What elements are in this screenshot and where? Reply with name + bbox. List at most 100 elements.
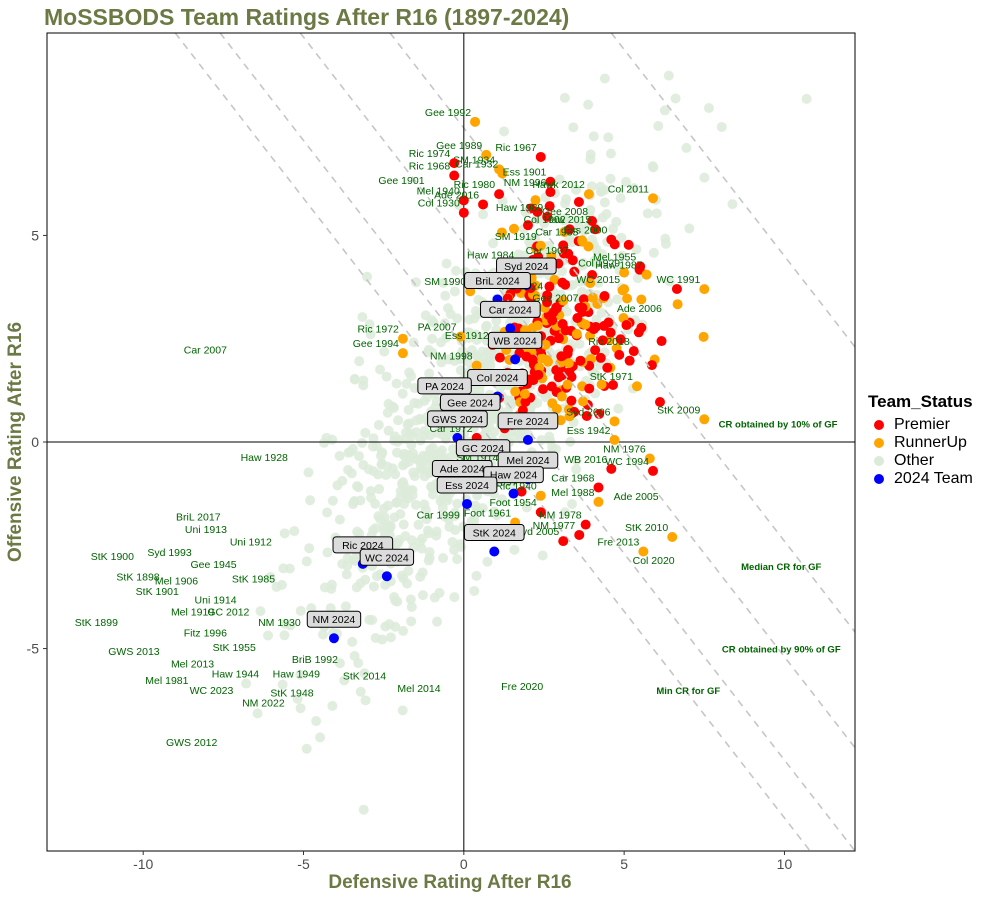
other-point — [405, 594, 416, 605]
other-point — [278, 563, 289, 574]
team-2024-point — [381, 571, 392, 582]
point-label: Ade 2016 — [434, 189, 479, 201]
y-tick-label: -5 — [27, 641, 40, 657]
other-point — [536, 435, 547, 446]
other-point — [376, 447, 387, 458]
other-point — [375, 514, 386, 525]
other-point — [279, 528, 290, 539]
labeled-point — [470, 116, 481, 127]
team-2024-label: Mel 2024 — [506, 455, 549, 467]
other-point — [415, 454, 426, 465]
legend-key-runnerup — [874, 438, 884, 448]
team-2024-label-box — [464, 271, 531, 289]
other-point — [437, 445, 448, 456]
runnerup-point — [672, 299, 683, 310]
labeled-point — [699, 284, 710, 295]
other-point — [578, 257, 589, 268]
other-point — [322, 547, 333, 558]
reference-line — [299, 33, 855, 750]
premier-point — [557, 319, 568, 330]
premier-point — [547, 315, 558, 326]
other-point — [455, 365, 466, 376]
premier-point — [590, 345, 601, 356]
other-point — [409, 383, 420, 394]
other-point — [571, 455, 582, 466]
other-point — [366, 492, 377, 503]
point-label: StK 2010 — [625, 522, 668, 534]
team-2024-label: Haw 2024 — [490, 470, 537, 482]
premier-point — [654, 396, 665, 407]
runnerup-point — [540, 339, 551, 350]
team-2024-label: GC 2024 — [462, 443, 504, 455]
other-point — [420, 505, 431, 516]
other-point — [478, 209, 489, 220]
premier-point — [602, 362, 613, 373]
premier-point — [551, 303, 562, 314]
premier-point — [544, 201, 555, 212]
runnerup-point — [519, 388, 530, 399]
other-point — [370, 523, 381, 534]
other-point — [368, 433, 379, 444]
point-label: StK 1948 — [270, 687, 313, 699]
other-point — [477, 503, 488, 514]
other-point — [659, 105, 670, 116]
other-point — [367, 441, 378, 452]
team-2024-label-box — [463, 523, 525, 541]
other-point — [360, 427, 371, 438]
other-point — [427, 333, 438, 344]
other-point — [304, 543, 315, 554]
runnerup-point — [563, 358, 574, 369]
other-point — [353, 658, 364, 669]
y-tick-label: 5 — [31, 227, 39, 243]
other-point — [605, 173, 616, 184]
other-point — [364, 319, 375, 330]
labeled-point — [542, 290, 553, 301]
point-label: Haw 1949 — [273, 669, 320, 681]
other-point — [445, 309, 456, 320]
other-point — [595, 186, 606, 197]
runnerup-point — [636, 294, 647, 305]
other-point — [432, 616, 443, 627]
point-label: Haw 2015 — [544, 214, 591, 226]
other-point — [341, 569, 352, 580]
other-point — [401, 378, 412, 389]
labeled-point — [449, 158, 460, 169]
team-2024-label-box — [480, 300, 541, 318]
other-point — [357, 312, 368, 323]
other-point — [391, 497, 402, 508]
other-point — [353, 482, 364, 493]
runnerup-point — [527, 322, 538, 333]
other-point — [497, 494, 508, 505]
point-label: BriB 1992 — [292, 654, 338, 666]
other-point — [325, 603, 336, 614]
labeled-point — [558, 536, 569, 547]
point-label: BriL 2017 — [176, 512, 221, 524]
team-2024-point — [510, 354, 521, 365]
point-label: GWS 2012 — [166, 737, 218, 749]
other-point — [358, 804, 369, 815]
other-point — [319, 437, 330, 448]
legend-label-runnerup: RunnerUp — [894, 434, 967, 451]
other-point — [397, 705, 408, 716]
other-point — [315, 732, 326, 743]
premier-point — [564, 367, 575, 378]
point-label: SM 1919 — [495, 231, 537, 243]
runnerup-point — [534, 362, 545, 373]
other-point — [400, 531, 411, 542]
other-point — [595, 255, 606, 266]
runnerup-point — [585, 278, 596, 289]
other-point — [334, 450, 345, 461]
other-point — [617, 250, 628, 261]
point-label: Foot 1961 — [464, 508, 511, 520]
point-label: Mel 2013 — [171, 658, 214, 670]
labeled-point — [535, 507, 546, 518]
point-label: WC 2023 — [190, 685, 234, 697]
other-point — [559, 92, 570, 103]
point-label: Ric 2018 — [588, 336, 630, 348]
other-point — [301, 743, 312, 754]
runnerup-point — [558, 295, 569, 306]
other-point — [263, 630, 274, 641]
premier-point — [532, 206, 543, 217]
other-point — [441, 332, 452, 343]
other-point — [529, 233, 540, 244]
